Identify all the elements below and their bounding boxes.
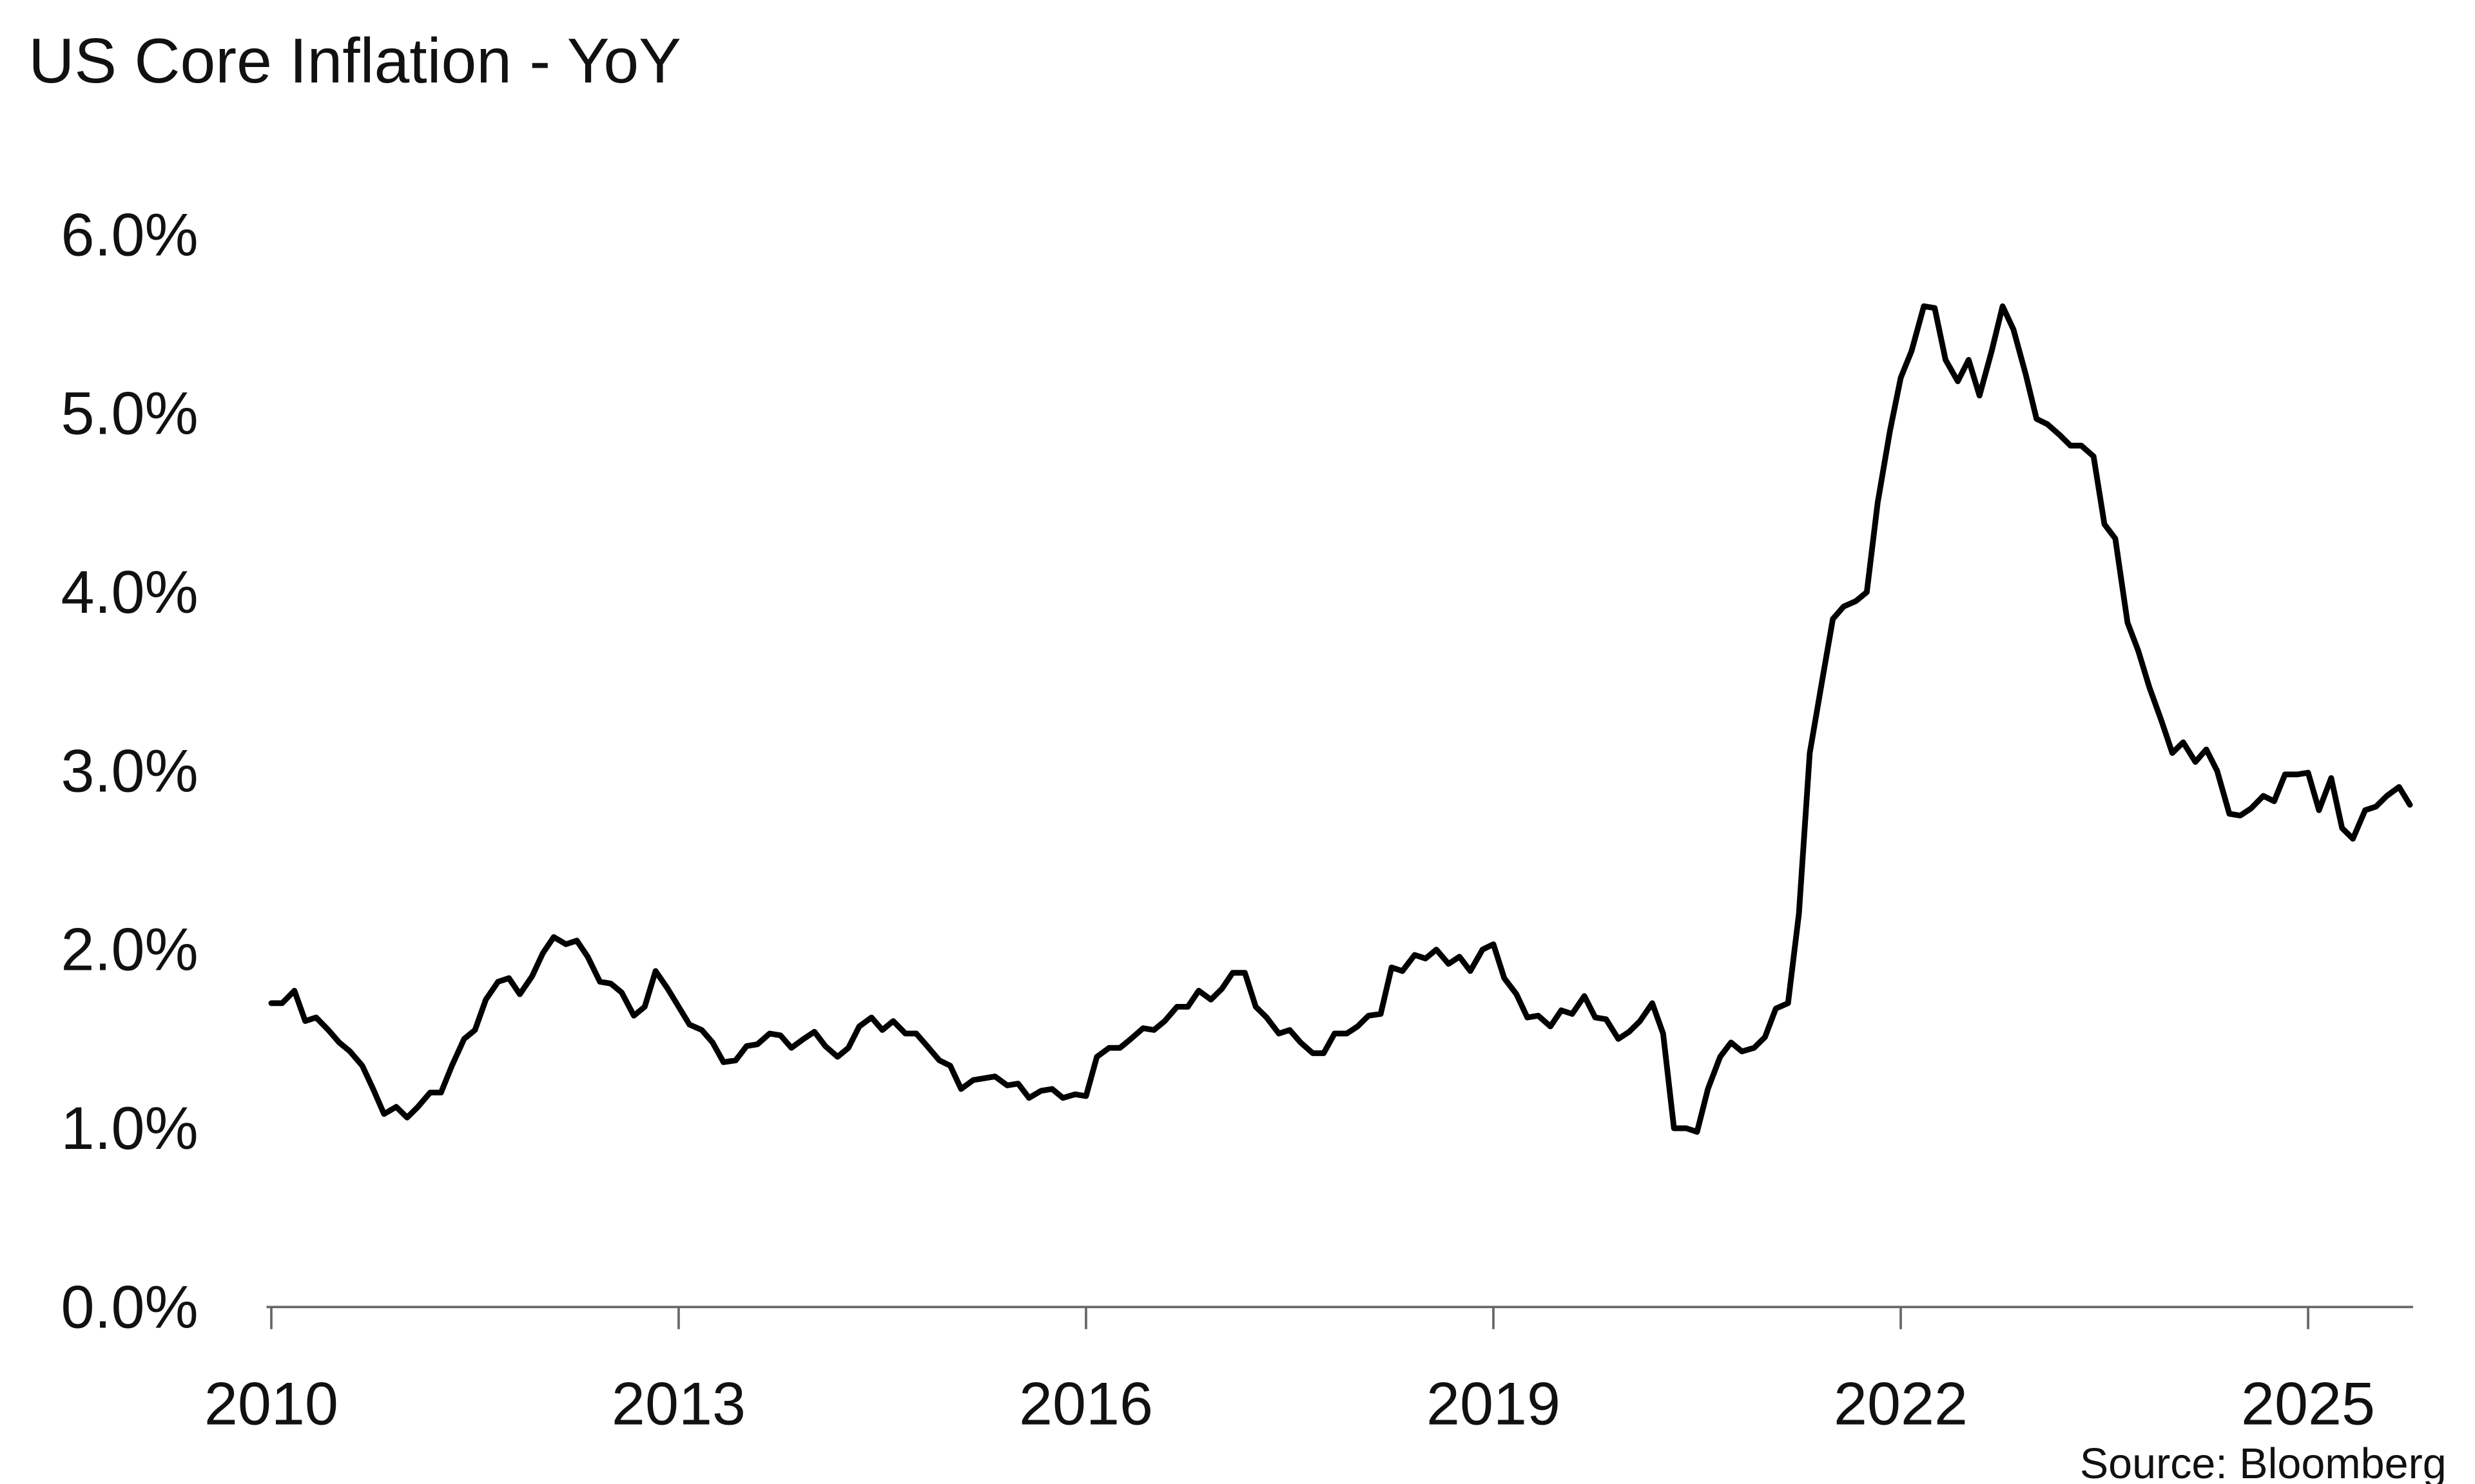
x-tick-label: 2025: [2241, 1369, 2375, 1437]
x-tick-label: 2010: [204, 1369, 338, 1437]
y-tick-label: 5.0%: [61, 380, 199, 447]
chart-title: US Core Inflation - YoY: [28, 25, 681, 96]
y-tick-label: 1.0%: [61, 1094, 199, 1162]
x-tick-label: 2022: [1834, 1369, 1968, 1437]
y-tick-label: 4.0%: [61, 558, 199, 626]
data-line: [268, 303, 2413, 1135]
y-tick-label: 0.0%: [61, 1273, 199, 1340]
x-tick-label: 2016: [1019, 1369, 1153, 1437]
x-tick-label: 2019: [1426, 1369, 1560, 1437]
x-tick-label: 2013: [612, 1369, 746, 1437]
y-tick-label: 2.0%: [61, 916, 199, 983]
y-tick-label: 6.0%: [61, 200, 199, 268]
source-note: Source: Bloomberg: [2080, 1440, 2447, 1484]
y-tick-label: 3.0%: [61, 737, 199, 804]
